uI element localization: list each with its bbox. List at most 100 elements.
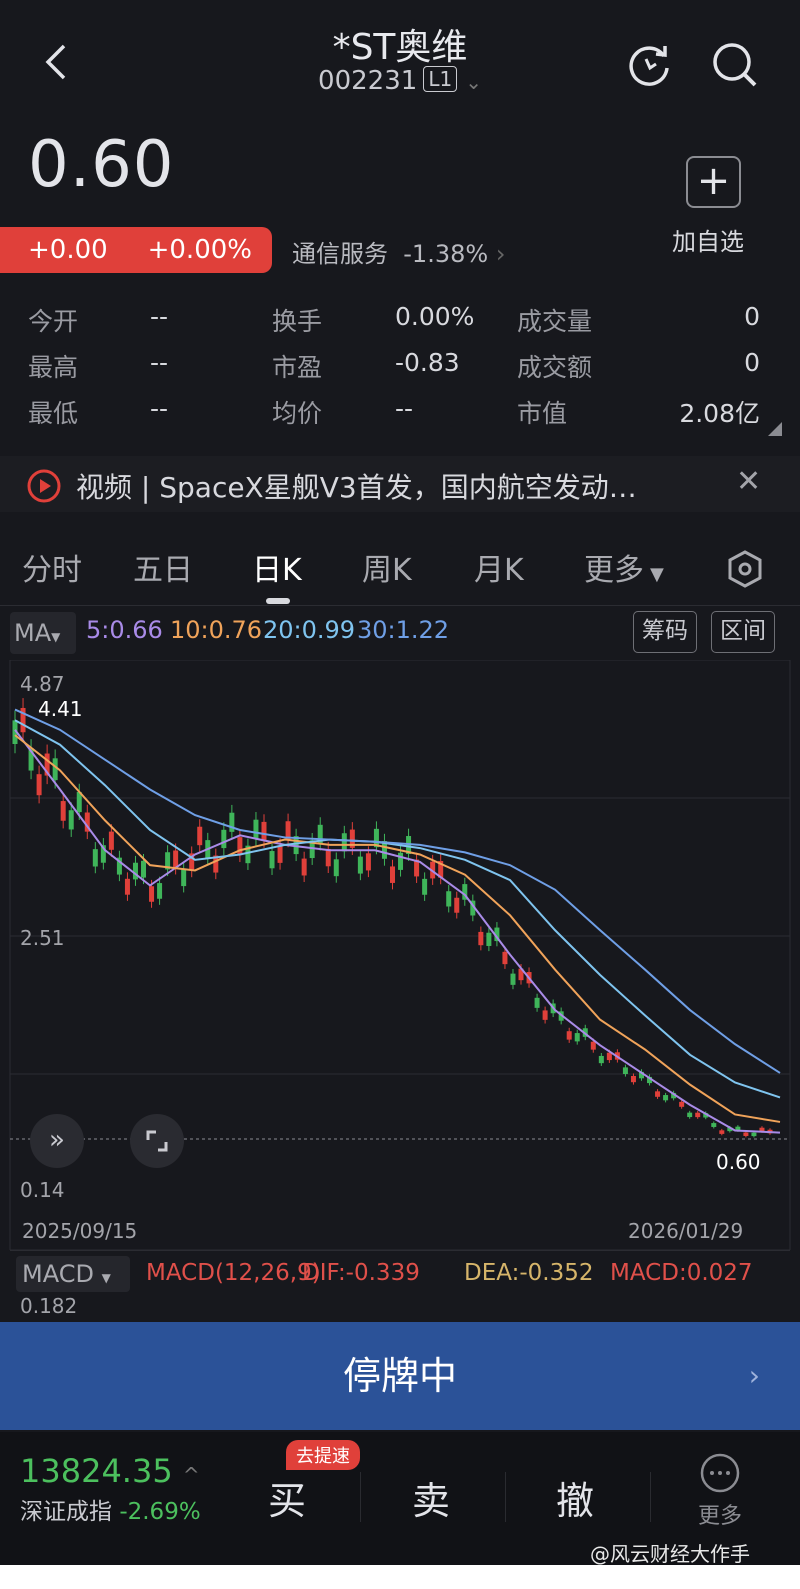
y-tick-label: 0.14 <box>20 1178 65 1202</box>
candle <box>229 812 235 832</box>
candle <box>655 1091 661 1097</box>
candle <box>510 973 516 985</box>
index-value: 13824.35 <box>20 1452 173 1490</box>
candle <box>759 1127 765 1132</box>
candle <box>108 831 114 850</box>
play-video-icon <box>27 469 61 503</box>
sector-name: 通信服务 <box>292 240 388 268</box>
candle <box>213 855 219 873</box>
stock-name: *ST奥维 <box>332 27 468 68</box>
tab-daily-k[interactable]: 日K <box>252 553 302 588</box>
divider <box>0 605 800 606</box>
suspended-label: 停牌中 <box>342 1354 457 1398</box>
candle <box>703 1113 709 1118</box>
ma20-legend: 20:0.99 <box>263 616 356 644</box>
back-button[interactable] <box>40 40 70 84</box>
add-watchlist-button[interactable]: + <box>686 156 741 208</box>
k-line-chart[interactable] <box>0 660 800 1250</box>
period-tabs: 分时 五日 日K 周K 月K 更多 ▼ <box>0 545 800 595</box>
ma30-legend: 30:1.22 <box>357 616 450 644</box>
candle <box>751 1132 757 1137</box>
tab-weekly-k[interactable]: 周K <box>362 553 412 588</box>
news-banner[interactable]: 视频 | SpaceX星舰V3首发，国内航空发动… ✕ <box>0 456 800 512</box>
candle <box>679 1101 685 1107</box>
candle <box>309 840 315 859</box>
candle <box>221 829 227 849</box>
candle <box>638 1071 644 1079</box>
tab-monthly-k[interactable]: 月K <box>474 553 524 588</box>
stock-code-row[interactable]: 002231 L1 ⌄ <box>0 66 800 96</box>
tab-five-day[interactable]: 五日 <box>133 553 193 588</box>
macd-selector[interactable]: MACD ▼ <box>16 1256 130 1292</box>
sector-link[interactable]: 通信服务 -1.38% › <box>292 234 505 269</box>
candle <box>181 869 187 887</box>
more-button[interactable]: 更多 <box>690 1452 750 1530</box>
candle <box>68 810 74 830</box>
speedup-badge[interactable]: 去提速 <box>286 1440 360 1470</box>
candle <box>285 821 291 840</box>
search-button[interactable] <box>710 40 760 94</box>
candle <box>173 850 179 868</box>
candle <box>325 848 331 867</box>
tab-more[interactable]: 更多 ▼ <box>584 545 664 589</box>
candle <box>671 1092 677 1099</box>
stat-label: 成交量 <box>517 307 593 336</box>
candle <box>494 927 500 942</box>
candle <box>381 841 387 859</box>
close-icon[interactable]: ✕ <box>736 464 762 499</box>
chips-button[interactable]: 筹码 <box>633 611 697 653</box>
range-button[interactable]: 区间 <box>711 611 775 653</box>
candle <box>100 845 106 863</box>
index-value-row[interactable]: 13824.35 ^ <box>20 1452 200 1490</box>
sell-button[interactable]: 卖 <box>412 1479 451 1523</box>
add-watchlist-label[interactable]: 加自选 <box>672 228 744 256</box>
candle <box>92 849 98 867</box>
candle <box>293 836 299 855</box>
candle <box>317 824 323 844</box>
divider <box>360 1472 361 1522</box>
refresh-button[interactable] <box>626 42 672 92</box>
trading-status-bar[interactable]: 停牌中 › <box>0 1322 800 1430</box>
ma20-line <box>14 719 781 1099</box>
stat-value: 0.00% <box>395 302 475 331</box>
candle <box>630 1075 636 1083</box>
candle <box>590 1041 596 1050</box>
settings-hexagon-icon[interactable] <box>726 549 764 589</box>
ma30-line <box>14 708 781 1074</box>
candle <box>261 821 267 841</box>
watermark: @风云财经大作手 <box>590 1542 750 1566</box>
stock-code: 002231 <box>318 66 418 96</box>
candle <box>422 878 428 895</box>
stat-label: 均价 <box>272 399 323 428</box>
candle <box>735 1126 741 1131</box>
candle <box>269 851 275 869</box>
stat-label: 成交额 <box>517 353 593 382</box>
candle <box>743 1132 749 1136</box>
tab-intraday[interactable]: 分时 <box>22 553 82 588</box>
candle <box>301 858 307 876</box>
stat-label: 今开 <box>28 307 79 336</box>
chevron-down-icon: ⌄ <box>465 70 482 94</box>
buy-button[interactable]: 买 <box>268 1479 307 1523</box>
stat-value: -- <box>150 302 169 331</box>
expand-chart-button[interactable]: » <box>30 1114 84 1168</box>
fullscreen-button[interactable] <box>130 1114 184 1168</box>
y-tick-label: 4.87 <box>20 672 65 696</box>
stat-label: 最低 <box>28 399 79 428</box>
ma10-line <box>14 734 781 1123</box>
back-arrow-icon <box>45 44 66 80</box>
current-price: 0.60 <box>28 128 175 202</box>
ma-selector[interactable]: MA▼ <box>10 612 76 654</box>
candle <box>622 1067 628 1075</box>
macd-dea: DEA:-0.352 <box>464 1260 594 1286</box>
expand-triangle-icon[interactable] <box>768 422 782 436</box>
stat-label: 市盈 <box>272 353 323 382</box>
candle <box>365 853 371 871</box>
x-tick-label: 2026/01/29 <box>628 1219 744 1243</box>
candle <box>52 758 58 781</box>
chart-frame <box>9 660 791 1250</box>
macd-params: MACD(12,26,9) <box>146 1260 321 1286</box>
candle <box>76 791 82 813</box>
candle <box>44 753 50 776</box>
cancel-order-button[interactable]: 撤 <box>556 1479 595 1523</box>
